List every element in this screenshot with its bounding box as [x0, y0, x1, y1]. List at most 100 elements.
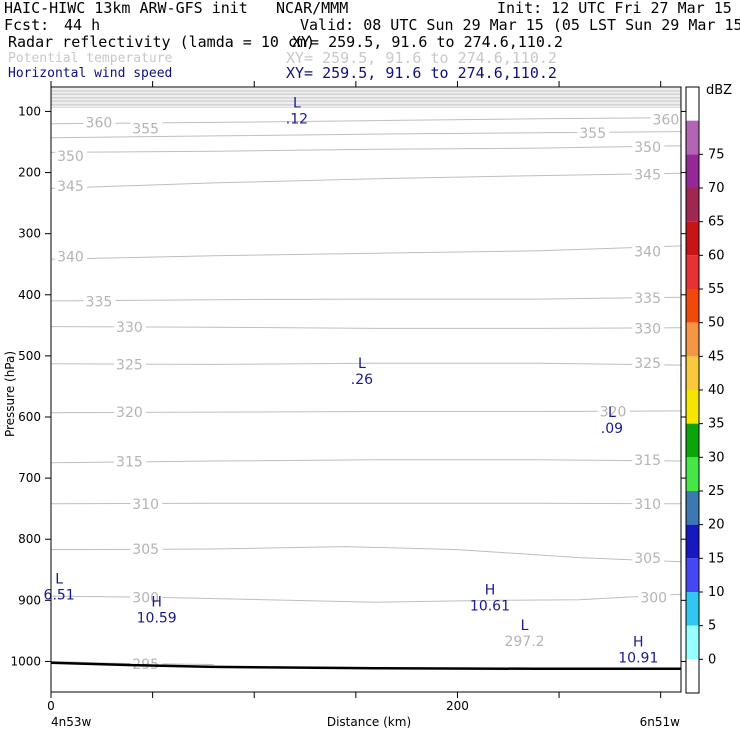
- theta-label-bg: [130, 655, 163, 671]
- theta-label-bg: [114, 453, 147, 469]
- theta-label-355: 355: [132, 122, 159, 138]
- theta-label-355: 355: [579, 126, 606, 142]
- y-tick-label: 800: [18, 532, 41, 546]
- extremum-type: H: [633, 634, 644, 650]
- terrain: [50, 661, 681, 671]
- extremum-type: L: [55, 571, 63, 587]
- field-name-wind: Horizontal wind speed: [8, 66, 173, 81]
- theta-label-bg: [632, 320, 665, 336]
- colorbar-swatch: [686, 524, 699, 559]
- y-tick-label: 1000: [10, 654, 41, 668]
- theta-contour-320: [50, 410, 682, 414]
- theta-label-340: 340: [634, 244, 661, 260]
- y-axis-title: Pressure (hPa): [3, 351, 17, 437]
- colorbar-swatch: [686, 592, 699, 626]
- fcst-label: Fcst:: [4, 16, 50, 34]
- extremum-type: L: [521, 618, 529, 634]
- colorbar-label: 15: [708, 551, 725, 566]
- colorbar: dBZ 0 5 10 15 20 25 30 35 40 45 50 55 60 65 70 75: [685, 83, 732, 694]
- theta-label-335: 335: [634, 291, 661, 307]
- colorbar-swatch: [686, 423, 699, 458]
- field-name-theta: Potential temperature: [8, 51, 173, 66]
- theta-label-bg: [632, 495, 665, 511]
- extremum-value: .09: [601, 421, 623, 437]
- theta-label-bg: [130, 495, 163, 511]
- theta-label-bg: [577, 124, 610, 140]
- theta-label-325: 325: [116, 357, 143, 373]
- colorbar-label: 35: [708, 417, 725, 432]
- theta-contour-330: [50, 326, 682, 329]
- theta-contour-335: [50, 296, 682, 302]
- theta-label-345: 345: [634, 167, 661, 183]
- colorbar-label: 0: [708, 652, 716, 667]
- theta-label-325: 325: [634, 356, 661, 372]
- extremum-value: 6.51: [44, 587, 75, 603]
- colorbar-label: 45: [708, 349, 725, 364]
- theta-contour-345: [50, 172, 682, 189]
- colorbar-label: 40: [708, 383, 725, 398]
- theta-contour-350: [50, 145, 682, 153]
- colorbar-swatch: [686, 154, 699, 188]
- colorbar-swatch: [686, 558, 699, 592]
- colorbar-label: 70: [708, 181, 725, 196]
- colorbar-label: 5: [708, 619, 716, 634]
- theta-label-305: 305: [132, 542, 159, 558]
- theta-label-bg: [130, 541, 163, 556]
- axes: 100 200 300 400 500 600 700 800 900 1000 0 200: [10, 81, 687, 713]
- field-xy-reflectivity: XY= 259.5, 91.6 to 274.6,110.2: [292, 33, 563, 51]
- y-tick-label: 600: [18, 410, 41, 424]
- theta-label-320: 320: [600, 405, 627, 421]
- theta-label-bg: [83, 114, 116, 130]
- theta-label-bg: [597, 403, 630, 419]
- colorbar-label: 10: [708, 585, 725, 600]
- theta-label-300: 300: [132, 590, 159, 606]
- colorbar-swatch: [686, 188, 699, 222]
- terrain-line: [50, 661, 681, 671]
- theta-label-335: 335: [86, 295, 113, 311]
- extremum-value: 10.91: [618, 650, 658, 666]
- colorbar-swatch: [686, 659, 699, 693]
- theta-contour-315: [50, 459, 682, 464]
- theta-label-310: 310: [132, 497, 159, 513]
- theta-label-bg: [114, 404, 147, 420]
- theta-label-340: 340: [57, 249, 84, 265]
- theta-label-bg: [55, 148, 88, 164]
- extremum-value: 297.2: [504, 634, 544, 650]
- theta-label-360: 360: [86, 115, 113, 131]
- colorbar-swatch: [686, 221, 699, 256]
- theta-label-bg: [83, 293, 116, 309]
- y-tick-label: 700: [18, 471, 41, 485]
- extremum-type: L: [358, 356, 366, 372]
- x-start-label: 4n53w: [51, 715, 92, 729]
- colorbar-swatch: [686, 120, 699, 155]
- y-tick-label: 900: [18, 593, 41, 607]
- theta-label-bg: [55, 248, 88, 264]
- theta-label-320: 320: [116, 405, 143, 421]
- theta-label-305: 305: [634, 551, 661, 567]
- theta-label-330: 330: [634, 321, 661, 337]
- theta-label-bg: [632, 451, 665, 467]
- colorbar-swatch: [686, 491, 699, 525]
- theta-label-315: 315: [634, 453, 661, 469]
- y-tick-label: 300: [18, 227, 41, 241]
- colorbar-unit: dBZ: [706, 83, 732, 98]
- theta-label-bg: [130, 120, 163, 136]
- field-xy-theta: XY= 259.5, 91.6 to 274.6,110.2: [286, 49, 557, 67]
- colorbar-swatch: [686, 625, 699, 660]
- theta-label-330: 330: [116, 320, 143, 336]
- model-title: HAIC-HIWC 13km ARW-GFS init: [4, 0, 248, 17]
- colorbar-label: 25: [708, 484, 725, 499]
- theta-label-bg: [632, 355, 665, 371]
- extremum-value: 10.59: [137, 611, 177, 627]
- theta-label-bg: [632, 138, 665, 154]
- theta-label-bg: [638, 589, 671, 605]
- theta-label-bg: [632, 289, 665, 305]
- y-tick-label: 200: [18, 166, 41, 180]
- field-xy-wind: XY= 259.5, 91.6 to 274.6,110.2: [286, 64, 557, 82]
- theta-label-350: 350: [634, 140, 661, 156]
- colorbar-label: 65: [708, 215, 725, 230]
- colorbar-label: 60: [708, 248, 725, 263]
- colorbar-swatch: [686, 322, 699, 357]
- colorbar-swatch: [686, 457, 699, 491]
